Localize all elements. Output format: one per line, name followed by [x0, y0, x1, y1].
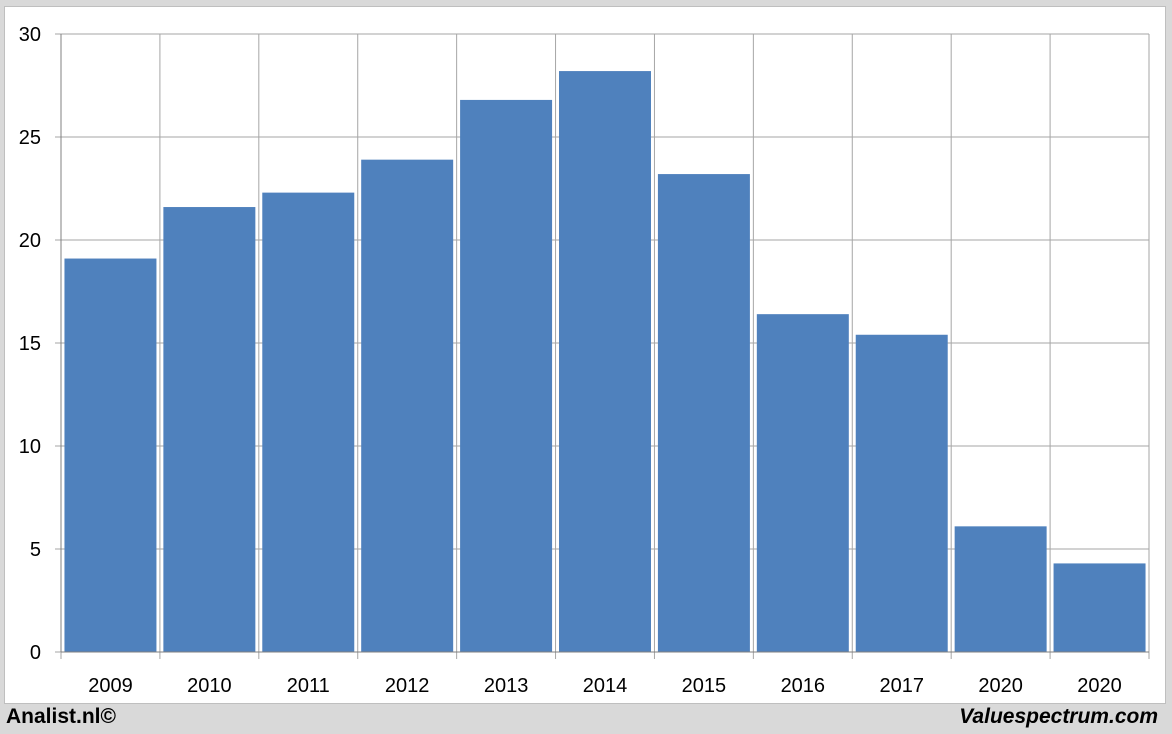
- x-tick-label: 2016: [781, 675, 826, 697]
- y-tick-label: 20: [19, 230, 41, 252]
- valuespectrum-credit: Valuespectrum.com: [959, 705, 1158, 728]
- x-tick-label: 2009: [88, 675, 133, 697]
- x-tick-label: 2013: [484, 675, 529, 697]
- bar: [559, 71, 651, 652]
- x-tick-label: 2020: [978, 675, 1023, 697]
- x-tick-label: 2017: [879, 675, 924, 697]
- bar-chart: 0 5 10 15 20 25 30 2009 2010 2011 2012 2013 2014 201…: [19, 24, 1150, 697]
- bar: [1053, 563, 1146, 652]
- y-tick-label: 30: [19, 24, 41, 46]
- y-tick-label: 15: [19, 333, 41, 355]
- x-tick-label: 2011: [287, 675, 330, 697]
- bar: [954, 526, 1047, 652]
- x-tick-label: 2020: [1077, 675, 1122, 697]
- x-tick-label: 2012: [385, 675, 430, 697]
- analist-credit: Analist.nl©: [6, 705, 116, 728]
- x-tick-label: 2015: [682, 675, 727, 697]
- bar: [64, 258, 157, 652]
- y-tick-label: 10: [19, 436, 41, 458]
- y-tick-label: 25: [19, 127, 41, 149]
- bar: [460, 99, 553, 653]
- axes: [60, 34, 1149, 653]
- bar: [361, 159, 454, 652]
- bars: [64, 71, 1146, 653]
- bar: [163, 207, 256, 653]
- y-tick-label: 0: [30, 642, 41, 664]
- y-tick-labels: 0 5 10 15 20 25 30: [19, 24, 41, 664]
- bar: [262, 192, 355, 652]
- bar: [657, 174, 750, 652]
- x-tick-label: 2014: [583, 675, 628, 697]
- y-tick-label: 5: [30, 539, 41, 561]
- bar: [756, 314, 849, 652]
- x-tick-label: 2010: [187, 675, 232, 697]
- x-tick-labels: 2009 2010 2011 2012 2013 2014 2015 2016 2017 2020…: [88, 675, 1122, 697]
- bar: [855, 334, 948, 652]
